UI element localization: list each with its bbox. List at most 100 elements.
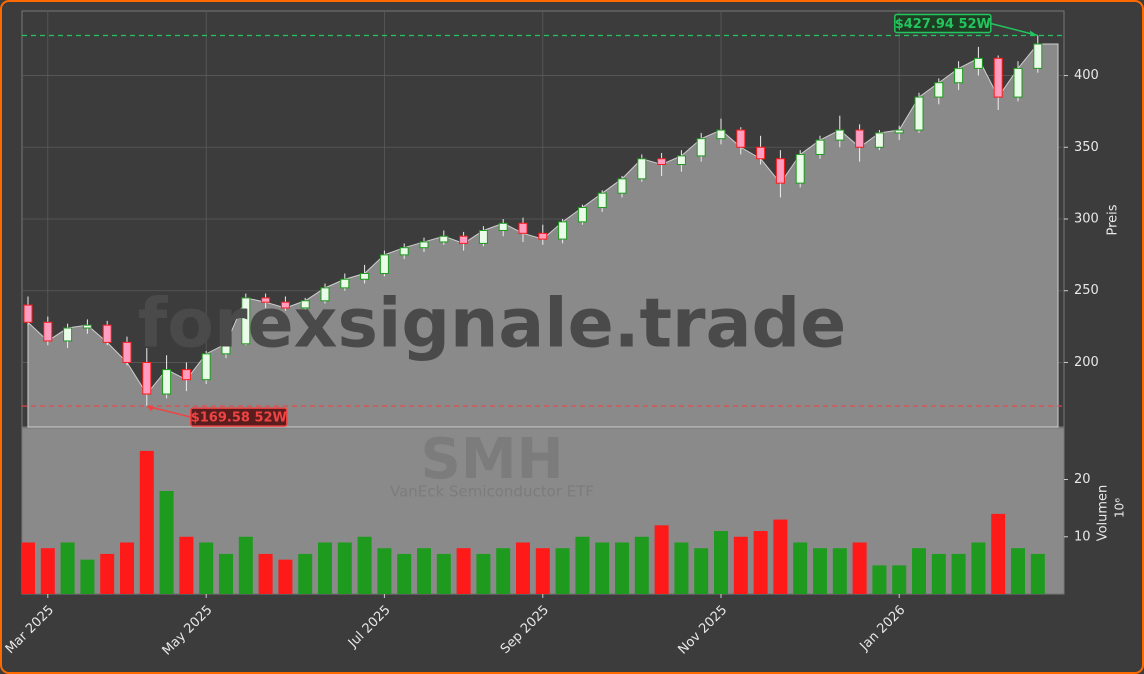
volume-bar <box>535 548 550 594</box>
candle-body <box>657 158 667 165</box>
volume-bar <box>496 548 511 594</box>
candle-body <box>261 297 271 303</box>
candle-body <box>102 324 112 343</box>
volume-bar <box>40 548 55 594</box>
volume-bar <box>971 542 986 594</box>
candle-body <box>756 146 766 160</box>
candle-body <box>201 353 211 381</box>
candle-body <box>855 129 865 148</box>
candle-body <box>379 254 389 275</box>
volume-bar <box>753 531 768 594</box>
candle-body <box>835 129 845 141</box>
volume-bar <box>357 536 372 594</box>
candle-body <box>63 327 73 342</box>
candle-body <box>142 361 152 395</box>
candle-body <box>617 178 627 194</box>
volume-bar <box>476 553 491 594</box>
candle-body <box>320 287 330 302</box>
volume-bar <box>773 519 788 594</box>
candle-body <box>360 273 370 280</box>
candle-body <box>696 138 706 157</box>
volume-bar <box>139 450 154 594</box>
y-tick-label: 250 <box>1074 283 1099 298</box>
volume-bar <box>694 548 709 594</box>
volume-bar <box>417 548 431 594</box>
candle-body <box>518 222 528 234</box>
candle-body <box>934 82 944 98</box>
volume-bar <box>278 559 293 594</box>
candle-body <box>894 129 904 134</box>
volume-bar <box>912 548 926 594</box>
candle-body <box>538 232 548 240</box>
volume-bar <box>872 565 887 594</box>
volume-bar <box>793 542 808 594</box>
candle-body <box>280 301 290 309</box>
candle-body <box>775 158 785 184</box>
volume-bar <box>199 542 214 594</box>
volume-bar <box>714 531 728 594</box>
y2-axis-label: Volumen <box>1096 485 1111 542</box>
candle-body <box>973 57 983 69</box>
candle-body <box>43 321 53 342</box>
volume-bar <box>456 548 471 594</box>
volume-bar <box>733 536 748 594</box>
y-tick-label: 350 <box>1074 140 1099 155</box>
volume-bar <box>892 565 907 594</box>
y-axis-label: Preis <box>1106 204 1121 235</box>
volume-bar <box>813 548 827 594</box>
candle-body <box>340 278 350 289</box>
volume-bar <box>318 542 332 594</box>
candle-body <box>954 67 964 84</box>
volume-bar <box>100 553 115 594</box>
volume-bar <box>555 548 570 594</box>
volume-bar <box>615 542 629 594</box>
volume-bar <box>1011 548 1025 594</box>
volume-scale: 10⁶ <box>1113 498 1127 518</box>
candle-body <box>815 139 825 155</box>
candle-body <box>795 153 805 184</box>
volume-bar <box>654 525 669 594</box>
volume-bar <box>377 548 392 594</box>
candle-body <box>241 297 251 345</box>
volume-bar <box>219 553 233 594</box>
volume-bar <box>634 536 649 594</box>
candle-body <box>498 222 508 231</box>
candle-body <box>558 221 568 240</box>
volume-bar <box>337 542 352 594</box>
y2-tick-label: 20 <box>1074 472 1091 487</box>
volume-bar <box>397 553 412 594</box>
volume-bar <box>674 542 689 594</box>
volume-bar <box>575 536 590 594</box>
y2-tick-label: 10 <box>1074 529 1091 544</box>
volume-bar <box>436 553 451 594</box>
candle-body <box>1013 67 1023 98</box>
candle-body <box>676 155 686 165</box>
subtitle: VanEck Semiconductor ETF <box>390 483 594 501</box>
candle-body <box>23 304 33 323</box>
volume-bar <box>159 490 174 594</box>
candle-body <box>459 235 469 244</box>
plot <box>21 35 1059 594</box>
volume-bar <box>60 542 75 594</box>
volume-bar <box>258 553 273 594</box>
annotation-arrow <box>146 405 191 418</box>
candle-body <box>181 369 191 381</box>
volume-bar <box>120 542 134 594</box>
volume-bar <box>832 548 847 594</box>
candle-body <box>122 341 132 363</box>
candle-body <box>162 369 172 395</box>
volume-bar <box>852 542 867 594</box>
annotation-box <box>894 13 992 34</box>
candle-body <box>1033 43 1043 69</box>
volume-bar <box>595 542 610 594</box>
candle-body <box>914 96 924 131</box>
annotations: $427.94 52W $169.58 52W <box>22 13 1064 427</box>
candle-body <box>419 241 429 249</box>
volume-bar <box>238 536 253 594</box>
volume-bar <box>80 559 95 594</box>
volume-bar <box>991 513 1006 594</box>
candle-body <box>874 132 884 148</box>
watermark: forexsignale.trade <box>138 285 847 364</box>
candle-body <box>597 192 607 209</box>
y-tick-label: 300 <box>1074 212 1099 227</box>
